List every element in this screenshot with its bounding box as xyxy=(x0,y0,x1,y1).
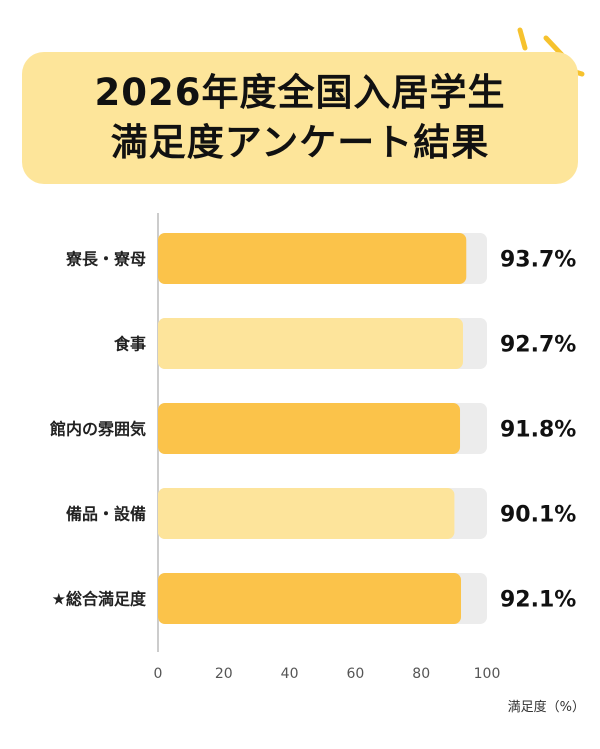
x-tick-label: 80 xyxy=(412,666,430,682)
chart-title-line-1: 2026年度全国入居学生 xyxy=(94,71,506,114)
chart-title-line-2: 満足度アンケート結果 xyxy=(110,121,490,164)
value-label: 92.1% xyxy=(500,588,576,613)
x-tick-label: 40 xyxy=(281,666,299,682)
bar xyxy=(158,403,461,454)
category-label: 食事 xyxy=(113,335,146,354)
x-tick-label: 100 xyxy=(474,666,501,682)
value-label: 90.1% xyxy=(500,503,576,528)
x-tick-label: 60 xyxy=(346,666,364,682)
value-label: 93.7% xyxy=(500,248,576,273)
sparkle-stroke-1 xyxy=(517,27,528,51)
x-tick-label: 0 xyxy=(154,666,163,682)
category-label: ★総合満足度 xyxy=(52,590,147,609)
category-label: 館内の雰囲気 xyxy=(50,420,146,439)
category-label: 備品・設備 xyxy=(66,505,146,524)
bar xyxy=(158,573,462,624)
value-label: 91.8% xyxy=(500,418,576,443)
bar xyxy=(158,488,455,539)
bar xyxy=(158,318,463,369)
bar xyxy=(158,233,467,284)
x-axis-title: 満足度（%） xyxy=(508,699,585,715)
x-tick-label: 20 xyxy=(215,666,233,682)
value-label: 92.7% xyxy=(500,333,576,358)
category-label: 寮長・寮母 xyxy=(65,250,146,269)
title-banner: 2026年度全国入居学生 満足度アンケート結果 xyxy=(22,52,578,184)
